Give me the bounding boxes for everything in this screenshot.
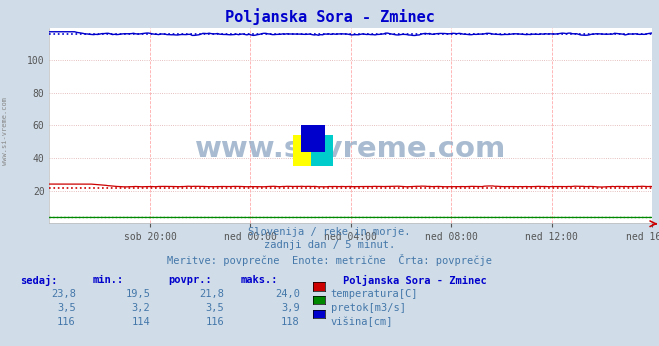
Text: 116: 116: [206, 317, 224, 327]
Bar: [301, 125, 325, 152]
Text: zadnji dan / 5 minut.: zadnji dan / 5 minut.: [264, 240, 395, 251]
Text: 24,0: 24,0: [275, 289, 300, 299]
Text: Meritve: povprečne  Enote: metrične  Črta: povprečje: Meritve: povprečne Enote: metrične Črta:…: [167, 254, 492, 266]
Text: 3,9: 3,9: [281, 303, 300, 313]
Text: 3,5: 3,5: [57, 303, 76, 313]
Text: Poljanska Sora - Zminec: Poljanska Sora - Zminec: [225, 9, 434, 26]
Text: 118: 118: [281, 317, 300, 327]
Text: min.:: min.:: [92, 275, 123, 285]
Text: www.si-vreme.com: www.si-vreme.com: [195, 135, 507, 163]
Text: www.si-vreme.com: www.si-vreme.com: [2, 98, 9, 165]
Text: 21,8: 21,8: [199, 289, 224, 299]
Text: 3,2: 3,2: [132, 303, 150, 313]
Text: sedaj:: sedaj:: [20, 275, 57, 286]
Text: maks.:: maks.:: [241, 275, 278, 285]
Text: 116: 116: [57, 317, 76, 327]
Text: Poljanska Sora - Zminec: Poljanska Sora - Zminec: [343, 275, 486, 286]
Text: povpr.:: povpr.:: [168, 275, 212, 285]
Text: 23,8: 23,8: [51, 289, 76, 299]
Bar: [311, 135, 333, 166]
Text: pretok[m3/s]: pretok[m3/s]: [331, 303, 406, 313]
Bar: [293, 135, 315, 166]
Text: temperatura[C]: temperatura[C]: [331, 289, 418, 299]
Text: Slovenija / reke in morje.: Slovenija / reke in morje.: [248, 227, 411, 237]
Text: 3,5: 3,5: [206, 303, 224, 313]
Text: višina[cm]: višina[cm]: [331, 317, 393, 327]
Text: 114: 114: [132, 317, 150, 327]
Text: 19,5: 19,5: [125, 289, 150, 299]
